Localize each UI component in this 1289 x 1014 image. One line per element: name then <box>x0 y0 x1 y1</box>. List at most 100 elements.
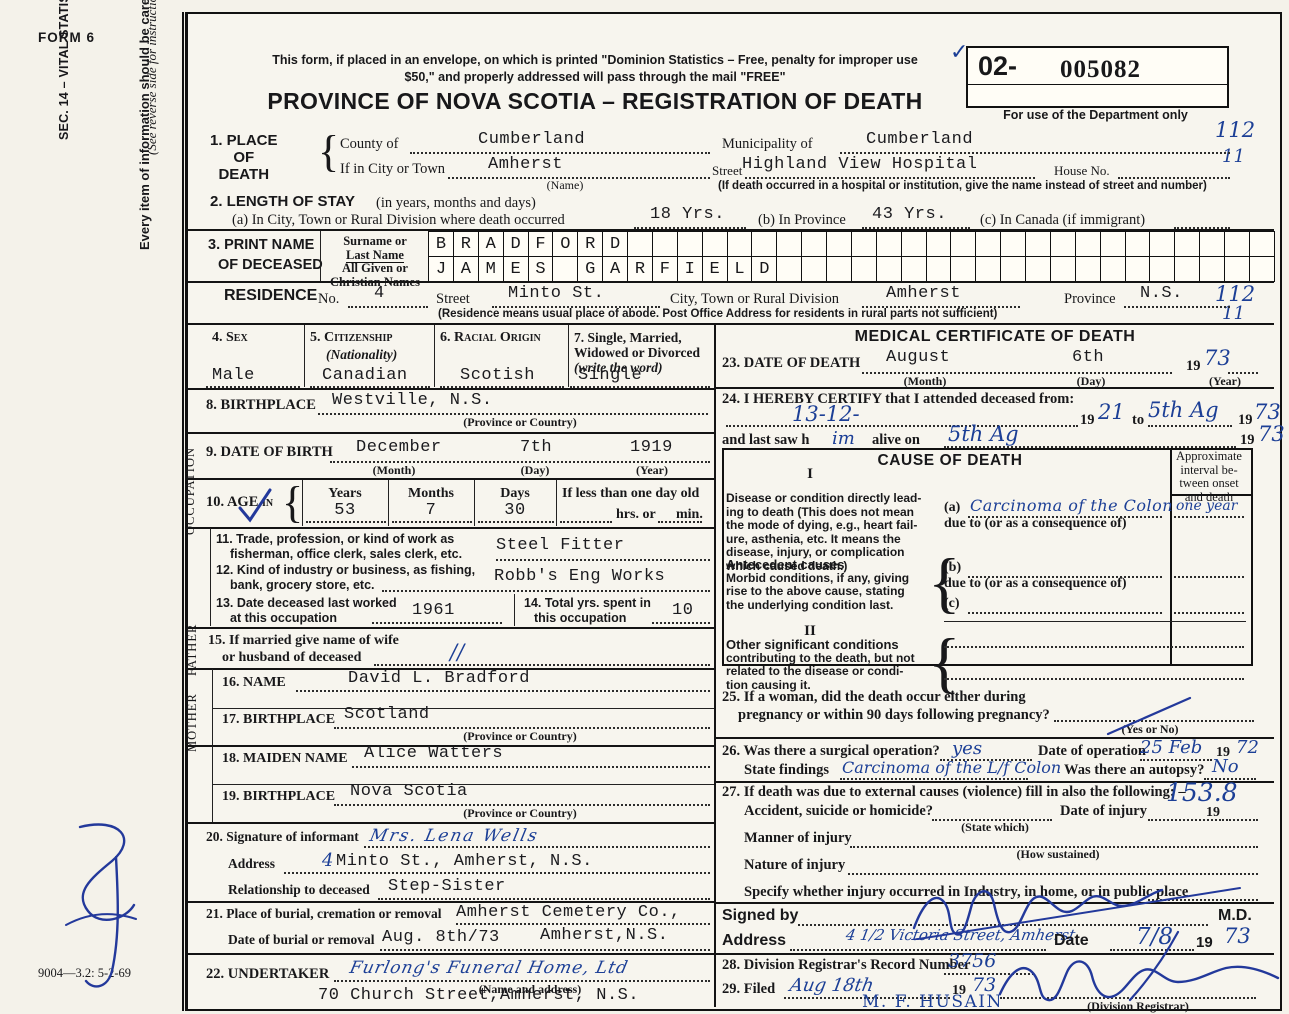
age-div-2 <box>474 480 476 526</box>
direct-label-l6: which caused death.) <box>726 558 848 573</box>
residence-no-dotline <box>348 306 428 308</box>
street-label: Street <box>712 163 743 178</box>
section26-autopsy-dotline <box>1204 778 1256 780</box>
citizenship-sublabel: (Nationality) <box>326 347 398 362</box>
section23-caption-month: (Month) <box>903 374 947 388</box>
residence-city-label: City, Town or Rural Division <box>670 291 839 307</box>
county-dotline <box>410 152 710 154</box>
name-cell <box>653 232 678 256</box>
name-cell <box>1126 232 1151 256</box>
county-value: Cumberland <box>478 130 586 149</box>
divider-below-residence <box>188 323 1274 325</box>
registration-number-box: 02- 005082 <box>966 46 1229 108</box>
name-cell: R <box>628 257 653 281</box>
age-months-value: 7 <box>425 501 437 520</box>
signed-date-year-prefix: 19 <box>1196 934 1213 951</box>
divider-below-section8 <box>188 432 714 434</box>
section10-brace: { <box>282 478 304 527</box>
antecedent-brace: { <box>928 544 961 620</box>
name-cell <box>877 257 902 281</box>
demo-divider-1 <box>304 325 306 387</box>
cause-part-i: I <box>807 466 813 482</box>
main-column-divider <box>714 323 716 1007</box>
section20-address-no: 4 <box>322 850 334 871</box>
residence-caption: (Residence means usual place of abode. P… <box>438 308 998 320</box>
reg-box-divider <box>968 84 1227 85</box>
section24-lastsaw-year: 73 <box>1258 422 1285 446</box>
direct-label-l2: ing to death (This does not mean <box>726 504 915 519</box>
form-label: FORM 6 <box>38 30 96 45</box>
cause-line-a-tag: (a) <box>944 500 961 515</box>
section28-label: 28. Division Registrar's Record Number <box>722 957 971 973</box>
margin-code-1: 112 <box>1215 118 1256 142</box>
section23-year-dotline <box>1228 372 1258 374</box>
divider-below-section23 <box>716 387 1274 389</box>
name-cell <box>1051 257 1076 281</box>
divider-below-signed <box>716 953 1274 955</box>
surname-label-line2: Last Name <box>346 248 404 263</box>
section25-label-l2: pregnancy or within 90 days following pr… <box>738 707 1050 723</box>
section20-relationship-dotline <box>378 898 710 900</box>
section8-value: Westville, N.S. <box>332 391 493 410</box>
father-inner-divider <box>212 708 714 710</box>
md-suffix: M.D. <box>1218 907 1252 924</box>
section25-label: 25. If a woman, did the death occur eith… <box>722 688 1050 724</box>
margin-code-2: 11 <box>1222 146 1245 167</box>
marital-label-line1: 7. Single, Married, <box>574 330 682 345</box>
cause-interval-header: Approximate interval be- tween onset and… <box>1172 449 1246 504</box>
section23-caption-day: (Day) <box>1076 374 1106 388</box>
cause-box-inner-rule <box>944 621 1246 623</box>
residence-street-label: Street <box>436 291 470 307</box>
citizenship-value: Canadian <box>322 366 408 385</box>
age-hrs-dotline <box>560 521 612 523</box>
section27-specify-dotline <box>1148 899 1258 901</box>
mother-birthplace-caption: (Province or Country) <box>463 806 577 820</box>
cause-interval-a-dotline <box>1174 516 1244 518</box>
legal-notice-text: SEC. 14 – VITAL STATISTICS ACT MAKES IT … <box>55 0 74 140</box>
stay-c-dotline <box>1174 227 1230 229</box>
father-birthplace-caption: (Province or Country) <box>463 729 577 743</box>
name-cell <box>1250 257 1274 281</box>
antecedent-label-l3: rise to the above cause, stating <box>726 584 905 598</box>
section15-label-line2: or husband of deceased <box>222 650 362 665</box>
section26-findings-value: Carcinoma of the L/f Colon <box>842 758 1062 777</box>
residence-province-dotline <box>1124 306 1230 308</box>
father-side-label: FATHER <box>185 623 199 676</box>
section23-year-prefix: 19 <box>1186 358 1201 374</box>
name-cell <box>1026 232 1051 256</box>
section26-autopsy-value: No <box>1212 756 1239 777</box>
name-cell: D <box>603 232 628 256</box>
section27-nature-dotline <box>848 873 1258 875</box>
form-number: 9004—3.2: 5-2-69 <box>38 966 132 980</box>
section27-specify-label: Specify whether injury occurred in Indus… <box>744 884 1189 900</box>
section1-label-line2: OF <box>233 149 255 166</box>
father-name-value: David L. Bradford <box>348 669 530 688</box>
section26-operation-value: yes <box>952 738 983 759</box>
section9-month: December <box>356 438 442 457</box>
residence-city-dotline <box>862 306 1020 308</box>
registrar-signature-scrawl <box>998 960 1280 1002</box>
section15-value: // <box>450 640 465 664</box>
name-cell <box>827 232 852 256</box>
name-cell: A <box>603 257 628 281</box>
reverse-side-note: (See reverse side for instructions.) <box>144 0 159 155</box>
age-min-dotline <box>658 521 702 523</box>
name-cell <box>1076 232 1101 256</box>
name-cell <box>951 232 977 256</box>
name-cell: J <box>429 257 454 281</box>
cause-due-to-label-1: due to (or as a consequence of) <box>944 516 1127 531</box>
antecedent-label-l1: Antecedent causes <box>726 557 845 572</box>
name-cell <box>927 257 952 281</box>
name-cell <box>1200 232 1225 256</box>
residence-province-label: Province <box>1064 291 1116 307</box>
section29-registrar-caption: (Division Registrar) <box>1087 999 1189 1013</box>
name-cell: D <box>752 257 778 281</box>
item14-label: 14. Total yrs. spent in this occupation <box>524 596 651 626</box>
section26-operation-dotline <box>940 759 1032 761</box>
section9-year: 1919 <box>630 438 673 457</box>
section27-margin-code: 153.8 <box>1166 778 1238 807</box>
item13-label-line1: 13. Date deceased last worked <box>216 596 397 610</box>
marital-dotline <box>570 386 710 388</box>
section23-year: 73 <box>1204 346 1231 370</box>
